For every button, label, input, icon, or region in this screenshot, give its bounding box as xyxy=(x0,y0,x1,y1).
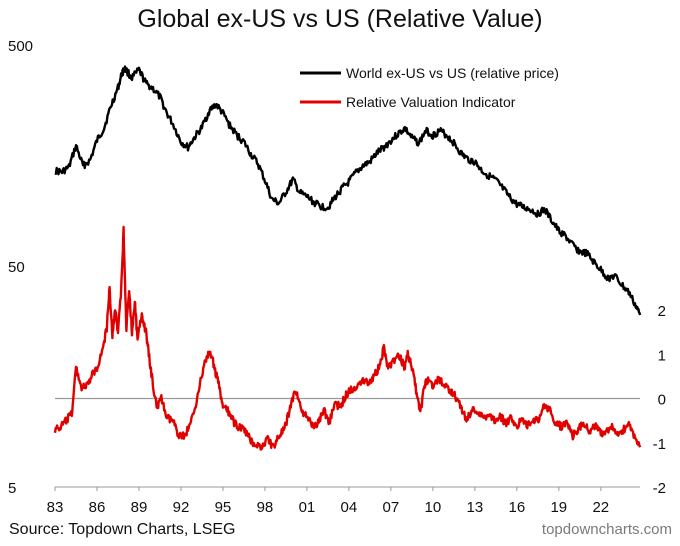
legend-label-valuation: Relative Valuation Indicator xyxy=(346,94,516,110)
x-tick-label-92: 92 xyxy=(173,499,190,516)
legend: World ex-US vs US (relative price) Relat… xyxy=(300,65,559,110)
x-tick-label-83: 83 xyxy=(47,499,64,516)
x-tick-label-16: 16 xyxy=(508,499,525,516)
series-line-valuation xyxy=(53,225,642,451)
chart-title: Global ex-US vs US (Relative Value) xyxy=(137,5,542,33)
x-tick-label-04: 04 xyxy=(341,499,358,516)
right-tick-label--2: -2 xyxy=(653,480,666,497)
x-tick-label-98: 98 xyxy=(257,499,274,516)
series-line-world-ex-us xyxy=(54,65,642,316)
x-tick-label-07: 07 xyxy=(383,499,400,516)
x-tick-label-01: 01 xyxy=(299,499,316,516)
x-tick-label-10: 10 xyxy=(425,499,442,516)
x-tick-label-22: 22 xyxy=(592,499,609,516)
x-tick-label-89: 89 xyxy=(131,499,148,516)
left-tick-label-50: 50 xyxy=(8,259,25,276)
right-axis-ticks: 2 1 0 -1 -2 xyxy=(653,303,666,497)
x-tick-label-95: 95 xyxy=(215,499,232,516)
right-tick-label-0: 0 xyxy=(658,392,666,409)
right-tick-label-2: 2 xyxy=(658,303,666,320)
right-tick-label--1: -1 xyxy=(653,436,666,453)
x-tick-label-86: 86 xyxy=(89,499,106,516)
legend-label-world-ex-us: World ex-US vs US (relative price) xyxy=(346,65,559,81)
left-tick-label-500: 500 xyxy=(8,38,33,55)
x-tick-label-13: 13 xyxy=(467,499,484,516)
x-tick-label-19: 19 xyxy=(550,499,567,516)
source-note: Source: Topdown Charts, LSEG xyxy=(9,521,236,538)
watermark: topdowncharts.com xyxy=(542,521,672,538)
series-layer xyxy=(53,65,642,451)
left-axis-ticks: 5 50 500 xyxy=(8,38,33,497)
x-axis-ticks: 83 86 89 92 95 98 01 04 07 10 13 16 19 22 xyxy=(47,487,609,516)
left-tick-label-5: 5 xyxy=(8,480,16,497)
right-tick-label-1: 1 xyxy=(658,347,666,364)
